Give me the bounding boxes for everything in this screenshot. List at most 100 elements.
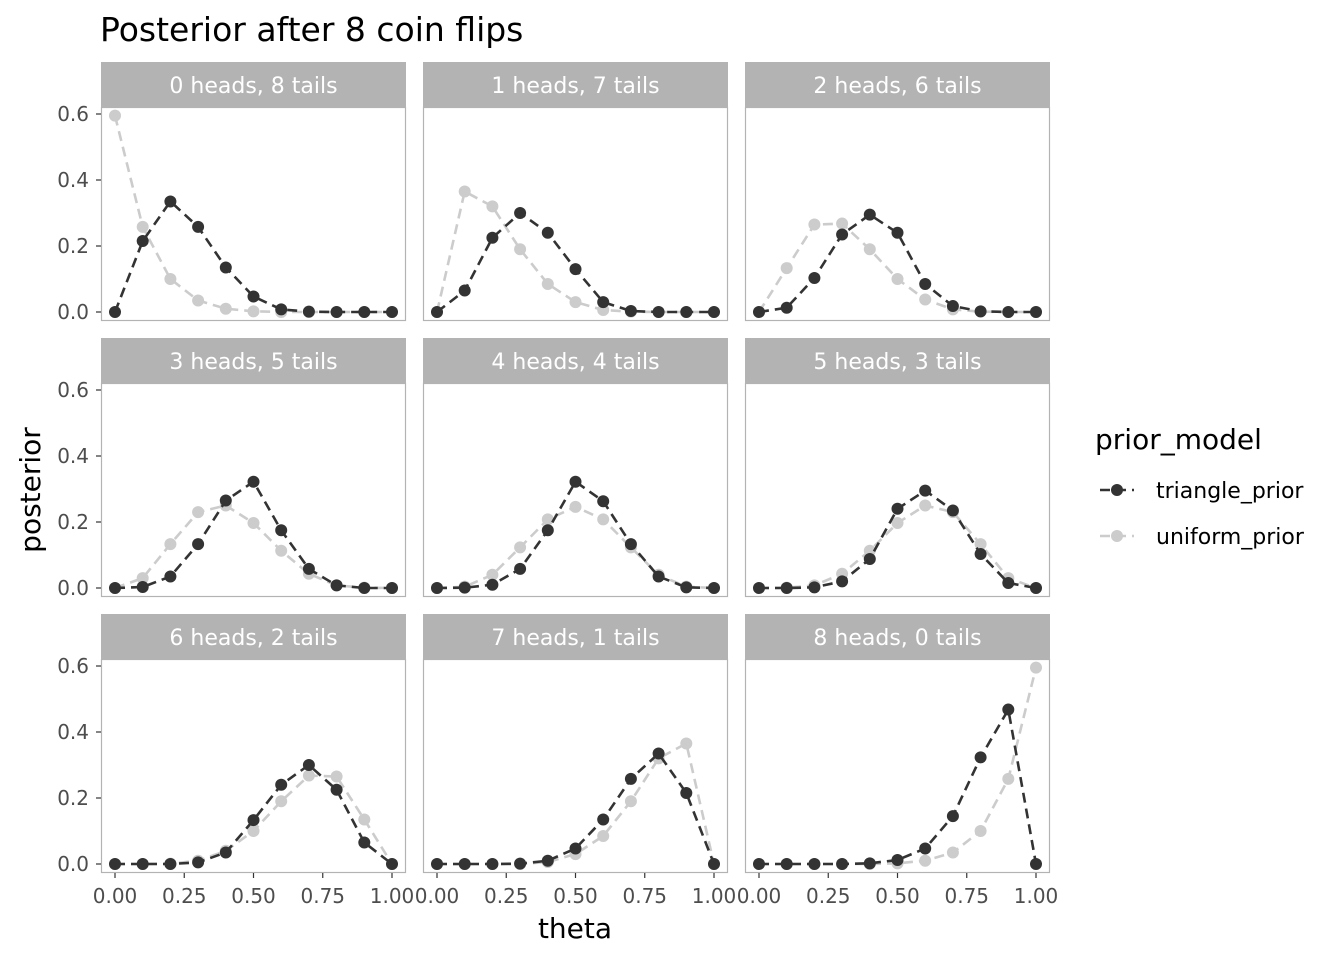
data-point-triangle_prior: [164, 195, 177, 208]
data-point-uniform_prior: [569, 500, 582, 513]
data-point-uniform_prior: [597, 829, 610, 842]
facet-strip: [423, 338, 728, 383]
data-point-triangle_prior: [974, 305, 987, 318]
data-point-uniform_prior: [1002, 772, 1015, 785]
y-tick-label: 0.0: [57, 852, 89, 876]
facet-strip: [423, 614, 728, 659]
data-point-triangle_prior: [680, 306, 693, 318]
panel-border: [744, 382, 1051, 598]
data-point-triangle_prior: [431, 582, 443, 594]
data-point-triangle_prior: [302, 305, 315, 318]
data-point-uniform_prior: [136, 220, 149, 233]
data-point-triangle_prior: [275, 778, 288, 791]
data-point-uniform_prior: [486, 200, 499, 213]
data-point-triangle_prior: [974, 751, 987, 764]
data-point-uniform_prior: [358, 813, 371, 826]
y-tick-label: 0.0: [57, 576, 89, 600]
y-tick-label: 0.0: [57, 300, 89, 324]
data-point-triangle_prior: [247, 475, 260, 488]
data-point-triangle_prior: [431, 858, 443, 870]
data-point-uniform_prior: [136, 572, 149, 585]
y-tick-label: 0.6: [57, 654, 89, 678]
data-point-triangle_prior: [808, 858, 821, 870]
panel-3-heads-5-tails: 3 heads, 5 tails 0.0 0.2 0.4 0.6: [57, 338, 407, 600]
data-point-triangle_prior: [109, 858, 121, 870]
panel-border: [100, 106, 407, 322]
data-point-triangle_prior: [863, 857, 876, 870]
y-tick-label: 0.2: [57, 510, 89, 534]
data-point-triangle_prior: [219, 846, 232, 859]
data-point-uniform_prior: [109, 109, 121, 122]
data-point-uniform_prior: [164, 538, 177, 551]
legend-item-triangle_prior: triangle_prior: [1100, 479, 1304, 504]
data-point-triangle_prior: [836, 228, 849, 241]
panel-5-heads-3-tails: 5 heads, 3 tails: [744, 338, 1051, 598]
series-line-triangle_prior: [436, 479, 715, 590]
panel-border: [422, 106, 729, 322]
facet-strip: [423, 62, 728, 107]
data-point-triangle_prior: [541, 524, 554, 537]
data-point-triangle_prior: [386, 306, 398, 318]
data-point-triangle_prior: [652, 570, 665, 583]
data-point-triangle_prior: [891, 502, 904, 515]
series-line-uniform_prior: [759, 667, 1038, 866]
legend-title: prior_model: [1095, 423, 1262, 456]
data-point-triangle_prior: [302, 759, 315, 771]
data-point-triangle_prior: [836, 575, 849, 588]
data-point-triangle_prior: [1002, 306, 1015, 318]
data-point-triangle_prior: [569, 263, 582, 276]
data-point-triangle_prior: [458, 284, 471, 297]
facet-strip-label: 1 heads, 7 tails: [491, 74, 659, 99]
x-tick-label: 0.75: [944, 884, 989, 908]
facet-strip-label: 6 heads, 2 tails: [169, 626, 337, 651]
facet-strip: [745, 62, 1050, 107]
data-point-triangle_prior: [431, 306, 443, 318]
data-point-triangle_prior: [330, 579, 343, 592]
x-tick-label: 0.50: [875, 884, 920, 908]
data-point-uniform_prior: [192, 294, 205, 307]
data-point-uniform_prior: [919, 499, 932, 512]
data-point-uniform_prior: [219, 302, 232, 315]
legend: prior_model triangle_prior uniform_prior: [1095, 423, 1305, 550]
x-tick-label: 0.25: [162, 884, 207, 908]
data-point-triangle_prior: [753, 858, 765, 870]
series-line-uniform_prior: [437, 741, 716, 866]
x-tick-label: 1.00: [692, 884, 737, 908]
x-tick-label: 0.50: [553, 884, 598, 908]
panel-8-heads-0-tails: 8 heads, 0 tails 0.00 0.25 0.50 0.75 1.00: [737, 614, 1058, 908]
data-point-triangle_prior: [247, 290, 260, 303]
panel-0-heads-8-tails: 0 heads, 8 tails 0.0 0.2 0.4 0.6: [57, 62, 407, 324]
y-axis-title: posterior: [14, 427, 47, 553]
data-point-uniform_prior: [891, 516, 904, 529]
data-point-triangle_prior: [1030, 858, 1042, 870]
y-tick-label: 0.4: [57, 720, 89, 744]
data-point-triangle_prior: [275, 524, 288, 537]
data-point-triangle_prior: [514, 562, 527, 575]
data-point-triangle_prior: [708, 858, 720, 870]
data-point-triangle_prior: [136, 858, 149, 870]
x-tick-label: 0.25: [806, 884, 851, 908]
panel-border: [100, 382, 407, 598]
data-point-triangle_prior: [514, 857, 527, 870]
data-point-triangle_prior: [836, 858, 849, 870]
facet-panels: 0 heads, 8 tails 0.0 0.2 0.4 0.6 1 heads, 7 t…: [57, 62, 1058, 908]
facet-strip-label: 4 heads, 4 tails: [491, 350, 659, 375]
facet-strip-label: 0 heads, 8 tails: [169, 74, 337, 99]
x-tick-label: 0.00: [93, 884, 138, 908]
data-point-triangle_prior: [192, 220, 205, 233]
data-point-triangle_prior: [597, 495, 610, 508]
panel-border: [422, 382, 729, 598]
data-point-triangle_prior: [136, 235, 149, 248]
data-point-triangle_prior: [652, 747, 665, 760]
y-tick-label: 0.2: [57, 786, 89, 810]
data-point-uniform_prior: [192, 506, 205, 519]
data-point-triangle_prior: [458, 858, 471, 870]
data-point-triangle_prior: [974, 548, 987, 561]
data-point-triangle_prior: [219, 261, 232, 274]
facet-strip-label: 7 heads, 1 tails: [491, 626, 659, 651]
legend-item-uniform_prior: uniform_prior: [1100, 525, 1305, 550]
data-point-uniform_prior: [1030, 661, 1042, 674]
data-point-triangle_prior: [753, 306, 765, 318]
data-point-uniform_prior: [863, 243, 876, 256]
